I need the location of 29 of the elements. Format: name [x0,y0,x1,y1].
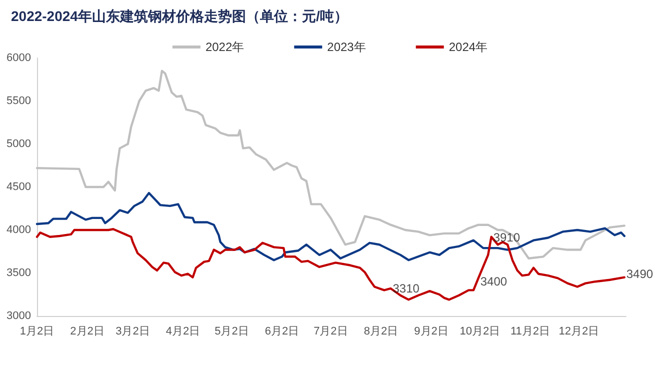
x-tick-label: 9月2日 [414,326,448,338]
line-series [36,228,626,301]
x-tick-label: 7月2日 [314,326,348,338]
x-tick-label: 12月2日 [558,326,600,338]
legend-label: 2022年 [205,40,244,54]
annotation: 3490 [626,266,654,281]
legend-label: 2024年 [448,40,488,54]
line-series [36,192,626,262]
annotation: 3400 [480,274,508,289]
x-tick-label: 8月2日 [364,326,398,338]
legend-label: 2023年 [327,40,366,54]
chart-title: 2022-2024年山东建筑钢材价格走势图（单位：元/吨） [11,8,348,24]
y-tick-label: 3500 [6,267,31,279]
x-tick-label: 1月2日 [20,326,54,338]
y-tick-label: 6000 [6,52,31,64]
y-tick-label: 5500 [6,95,31,107]
x-tick-label: 6月2日 [264,326,300,338]
y-tick-label: 4000 [6,224,31,236]
y-tick-label: 4500 [6,181,31,193]
x-tick-label: 10月2日 [460,326,500,338]
x-tick-label: 5月2日 [214,326,249,338]
annotation: 3910 [493,230,520,245]
x-tick-label: 11月2日 [510,326,550,338]
x-tick-label: 2月2日 [70,326,104,338]
x-tick-label: 3月2日 [116,326,150,338]
y-tick-label: 3000 [6,310,31,322]
y-tick-label: 5000 [6,138,31,150]
x-tick-label: 4月2日 [166,326,200,338]
annotation: 3310 [392,281,420,296]
